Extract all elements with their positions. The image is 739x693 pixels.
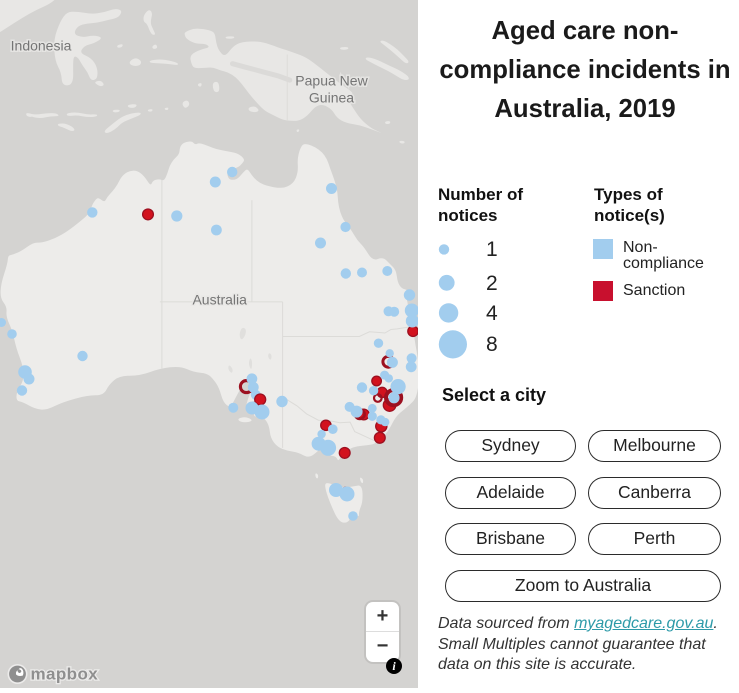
svg-text:Australia: Australia bbox=[192, 292, 247, 308]
svg-text:Australia: Australia bbox=[192, 292, 247, 308]
svg-text:Papua New: Papua New bbox=[295, 73, 368, 89]
svg-text:mapbox: mapbox bbox=[31, 665, 99, 684]
svg-text:Indonesia: Indonesia bbox=[11, 38, 72, 54]
svg-text:Guinea: Guinea bbox=[309, 90, 354, 106]
svg-text:Indonesia: Indonesia bbox=[11, 38, 72, 54]
svg-text:Guinea: Guinea bbox=[309, 90, 354, 106]
svg-text:Papua New: Papua New bbox=[295, 73, 368, 89]
